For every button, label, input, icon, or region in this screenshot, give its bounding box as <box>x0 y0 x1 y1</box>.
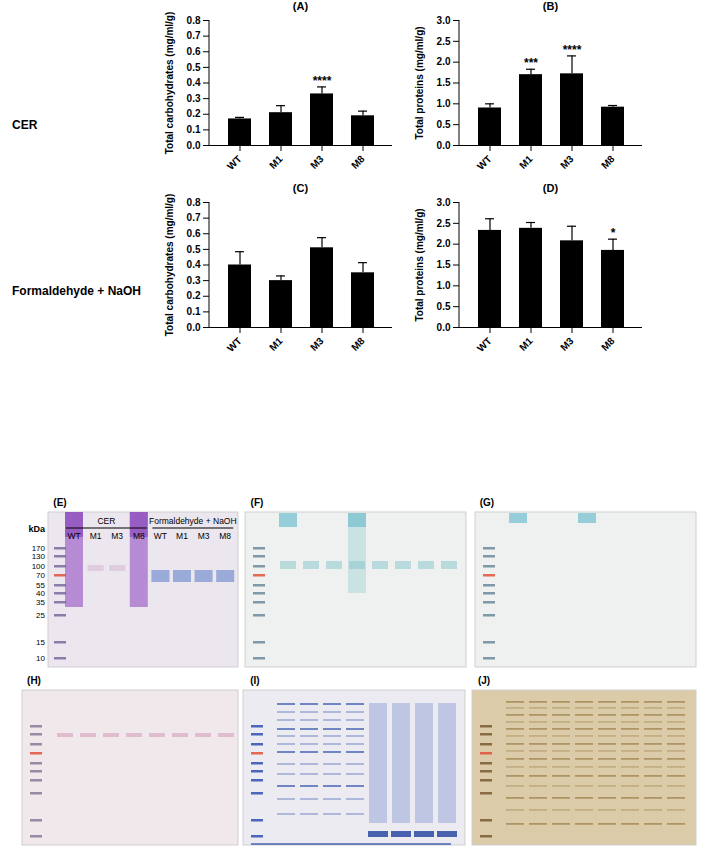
svg-text:M8: M8 <box>599 153 617 171</box>
svg-text:WT: WT <box>67 531 80 541</box>
svg-text:15: 15 <box>36 638 45 647</box>
svg-text:0.7: 0.7 <box>187 212 201 223</box>
svg-text:M1: M1 <box>517 335 535 353</box>
svg-text:CER: CER <box>97 516 115 526</box>
svg-text:25: 25 <box>36 611 45 620</box>
svg-text:0.4: 0.4 <box>187 77 201 88</box>
svg-text:M1: M1 <box>176 531 188 541</box>
svg-text:35: 35 <box>36 598 45 607</box>
svg-text:0.3: 0.3 <box>187 275 201 286</box>
svg-text:0.5: 0.5 <box>187 62 201 73</box>
svg-text:Total proteins (mg/ml/g): Total proteins (mg/ml/g) <box>414 26 425 139</box>
svg-text:M3: M3 <box>558 153 576 171</box>
svg-text:0.5: 0.5 <box>437 301 451 312</box>
svg-text:1.5: 1.5 <box>437 259 451 270</box>
svg-text:kDa: kDa <box>28 524 46 534</box>
svg-text:Total carbohydrates (mg/ml/g): Total carbohydrates (mg/ml/g) <box>164 12 175 155</box>
svg-text:0.1: 0.1 <box>187 124 201 135</box>
svg-text:M3: M3 <box>111 531 123 541</box>
svg-text:(H): (H) <box>27 675 41 686</box>
svg-text:0.0: 0.0 <box>437 140 451 151</box>
svg-text:0.5: 0.5 <box>187 244 201 255</box>
svg-text:M1: M1 <box>267 153 285 171</box>
svg-text:*: * <box>611 226 616 240</box>
svg-text:M3: M3 <box>308 335 326 353</box>
svg-text:40: 40 <box>36 589 45 598</box>
svg-text:70: 70 <box>36 571 45 580</box>
svg-text:M3: M3 <box>308 153 326 171</box>
html-text:(C): (C) <box>292 182 309 194</box>
svg-text:(F): (F) <box>251 497 264 508</box>
svg-text:3.0: 3.0 <box>437 197 451 208</box>
svg-text:1.0: 1.0 <box>437 280 451 291</box>
svg-text:0.5: 0.5 <box>437 119 451 130</box>
svg-text:(E): (E) <box>53 497 66 508</box>
svg-text:WT: WT <box>225 153 244 172</box>
svg-text:Formaldehyde + NaOH: Formaldehyde + NaOH <box>149 516 237 526</box>
html-text:(B): (B) <box>542 0 559 12</box>
svg-text:0.7: 0.7 <box>187 30 201 41</box>
svg-text:1.0: 1.0 <box>437 98 451 109</box>
svg-text:M8: M8 <box>133 531 145 541</box>
svg-text:0.0: 0.0 <box>187 322 201 333</box>
svg-text:10: 10 <box>36 654 45 663</box>
html-text:(A): (A) <box>292 0 309 12</box>
svg-text:2.5: 2.5 <box>437 36 451 47</box>
svg-text:WT: WT <box>475 335 494 354</box>
svg-text:M8: M8 <box>349 335 367 353</box>
html-text:CER: CER <box>12 118 38 132</box>
svg-text:0.6: 0.6 <box>187 228 201 239</box>
svg-text:130: 130 <box>32 552 46 561</box>
svg-text:WT: WT <box>154 531 167 541</box>
svg-text:****: **** <box>313 74 332 88</box>
svg-text:100: 100 <box>32 562 46 571</box>
svg-text:(J): (J) <box>478 675 490 686</box>
svg-text:(G): (G) <box>480 497 494 508</box>
svg-text:M1: M1 <box>517 153 535 171</box>
svg-text:M1: M1 <box>90 531 102 541</box>
svg-text:170: 170 <box>31 544 45 553</box>
svg-text:(I): (I) <box>250 675 259 686</box>
svg-text:****: **** <box>563 43 582 57</box>
svg-text:WT: WT <box>225 335 244 354</box>
svg-text:0.1: 0.1 <box>187 306 201 317</box>
svg-text:M3: M3 <box>558 335 576 353</box>
svg-text:WT: WT <box>475 153 494 172</box>
svg-text:0.0: 0.0 <box>187 140 201 151</box>
svg-text:M8: M8 <box>599 335 617 353</box>
html-text:Formaldehyde + NaOH: Formaldehyde + NaOH <box>12 284 141 298</box>
svg-text:0.0: 0.0 <box>437 322 451 333</box>
svg-text:0.3: 0.3 <box>187 93 201 104</box>
svg-text:0.2: 0.2 <box>187 290 201 301</box>
svg-text:1.5: 1.5 <box>437 77 451 88</box>
svg-text:Total carbohydrates (mg/ml/g): Total carbohydrates (mg/ml/g) <box>164 194 175 337</box>
svg-text:***: *** <box>524 56 538 70</box>
svg-text:M8: M8 <box>219 531 231 541</box>
svg-text:2.0: 2.0 <box>437 238 451 249</box>
svg-text:Total proteins (mg/ml/g): Total proteins (mg/ml/g) <box>414 208 425 321</box>
html-text:(D): (D) <box>542 182 559 194</box>
svg-text:2.5: 2.5 <box>437 218 451 229</box>
svg-text:0.8: 0.8 <box>187 15 201 26</box>
svg-text:0.6: 0.6 <box>187 46 201 57</box>
svg-text:M3: M3 <box>198 531 210 541</box>
svg-text:55: 55 <box>36 581 45 590</box>
svg-text:0.8: 0.8 <box>187 197 201 208</box>
svg-text:M1: M1 <box>267 335 285 353</box>
svg-text:0.4: 0.4 <box>187 259 201 270</box>
svg-text:M8: M8 <box>349 153 367 171</box>
svg-text:0.2: 0.2 <box>187 108 201 119</box>
svg-text:3.0: 3.0 <box>437 15 451 26</box>
svg-text:2.0: 2.0 <box>437 56 451 67</box>
